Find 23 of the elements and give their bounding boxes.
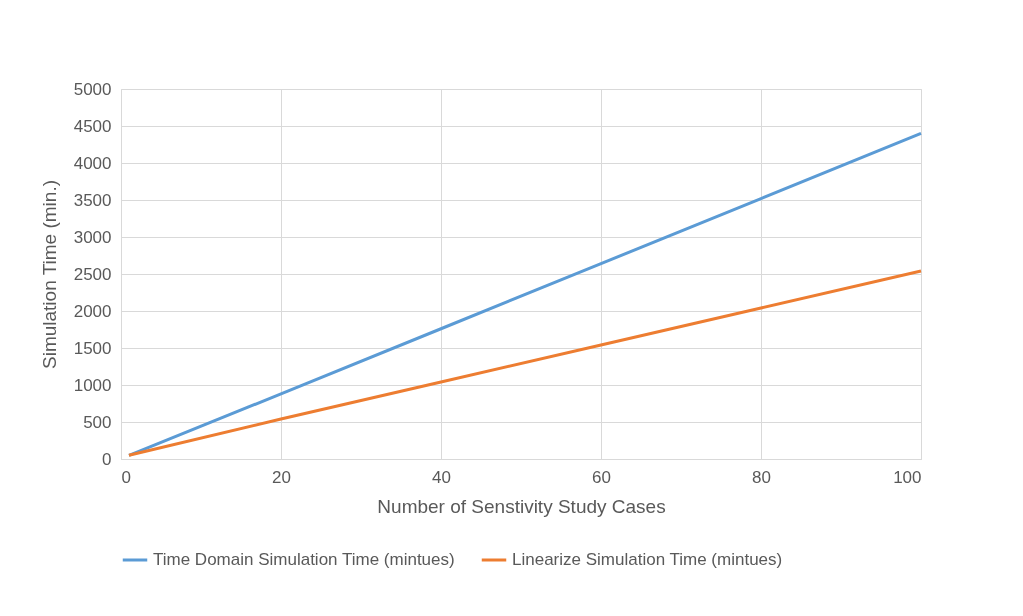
y-tick-label: 4000 <box>73 153 112 173</box>
y-tick-label: 500 <box>83 412 112 432</box>
y-tick-label: 2000 <box>73 301 112 321</box>
y-tick-label: 3000 <box>73 227 112 247</box>
legend-label: Time Domain Simulation Time (mintues) <box>153 550 455 569</box>
line-series <box>127 131 923 457</box>
y-tick-label: 0 <box>102 449 112 469</box>
y-tick-label: 4500 <box>73 116 112 136</box>
y-tick-label: 2500 <box>73 264 112 284</box>
y-tick-label: 3500 <box>73 190 112 210</box>
x-tick-label: 80 <box>752 467 771 487</box>
x-tick-label: 0 <box>121 467 131 487</box>
x-tick-label: 20 <box>272 467 291 487</box>
x-tick-label: 40 <box>432 467 451 487</box>
x-tick-label: 100 <box>893 467 922 487</box>
x-tick-label: 60 <box>592 467 611 487</box>
legend-label: Linearize Simulation Time (mintues) <box>512 550 783 569</box>
line-series <box>127 269 923 457</box>
x-axis-title: Number of Senstivity Study Cases <box>377 495 666 517</box>
y-tick-label: 1000 <box>73 375 112 395</box>
y-tick-label: 5000 <box>73 79 112 99</box>
y-tick-label: 1500 <box>73 338 112 358</box>
y-axis-title: Simulation Time (min.) <box>38 180 60 369</box>
